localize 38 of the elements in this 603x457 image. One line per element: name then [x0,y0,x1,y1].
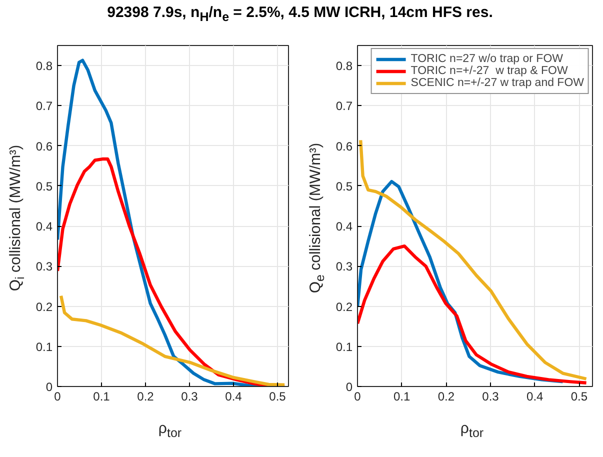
y-tick-label: 0.2 [336,300,353,314]
x-tick-label: 0 [354,390,362,404]
y-tick-label: 0.2 [36,300,53,314]
y-tick-label: 0.4 [36,220,53,234]
x-tick-label: 0.5 [269,390,286,404]
y-tick-label: 0 [346,380,353,394]
y-tick-label: 0.7 [336,99,353,114]
y-tick-label: 0.7 [36,99,53,114]
legend-label: SCENIC n=+/-27 w trap and FOW [410,77,584,89]
x-tick-label: 0.5 [570,390,588,404]
x-axis-title: ρ$_{tor}$ [158,419,182,442]
x-tick-label: 0.3 [181,390,198,404]
chart-title: 92398 7.9s, n$_{H}$/n$_{e}$ = 2.5%, 4.5 MW ICRH, 14cm HFS res. [107,3,493,26]
x-tick-label: 0.4 [526,390,544,404]
x-tick-label: 0 [54,390,62,404]
x-tick-label: 0.2 [438,390,455,404]
y-tick-label: 0.1 [36,340,53,354]
x-tick-label: 0.4 [225,390,242,404]
y-tick-label: 0.3 [36,260,53,274]
y-tick-label: 0.6 [36,139,53,154]
y-tick-label: 0 [46,380,53,394]
y-tick-label: 0.1 [336,340,353,354]
y-tick-label: 0.3 [336,260,353,274]
legend-label: TORIC n=+/-27 w trap & FOW [410,65,568,77]
y-tick-label: 0.4 [336,220,353,234]
y-tick-label: 0.5 [336,179,353,194]
y-tick-label: 0.6 [336,139,353,154]
y-tick-label: 0.8 [36,59,53,74]
line-series [358,244,588,384]
legend-label: TORIC n=27 w/o trap or FOW [410,53,564,65]
x-tick-label: 0.3 [482,390,500,404]
x-tick-label: 0.1 [93,390,110,404]
x-tick-label: 0.1 [394,390,411,404]
line-series [359,138,588,380]
x-axis-title: ρ$_{tor}$ [460,419,484,442]
y-tick-label: 0.8 [336,59,353,74]
x-tick-label: 0.2 [137,390,154,404]
y-tick-label: 0.5 [36,179,53,194]
